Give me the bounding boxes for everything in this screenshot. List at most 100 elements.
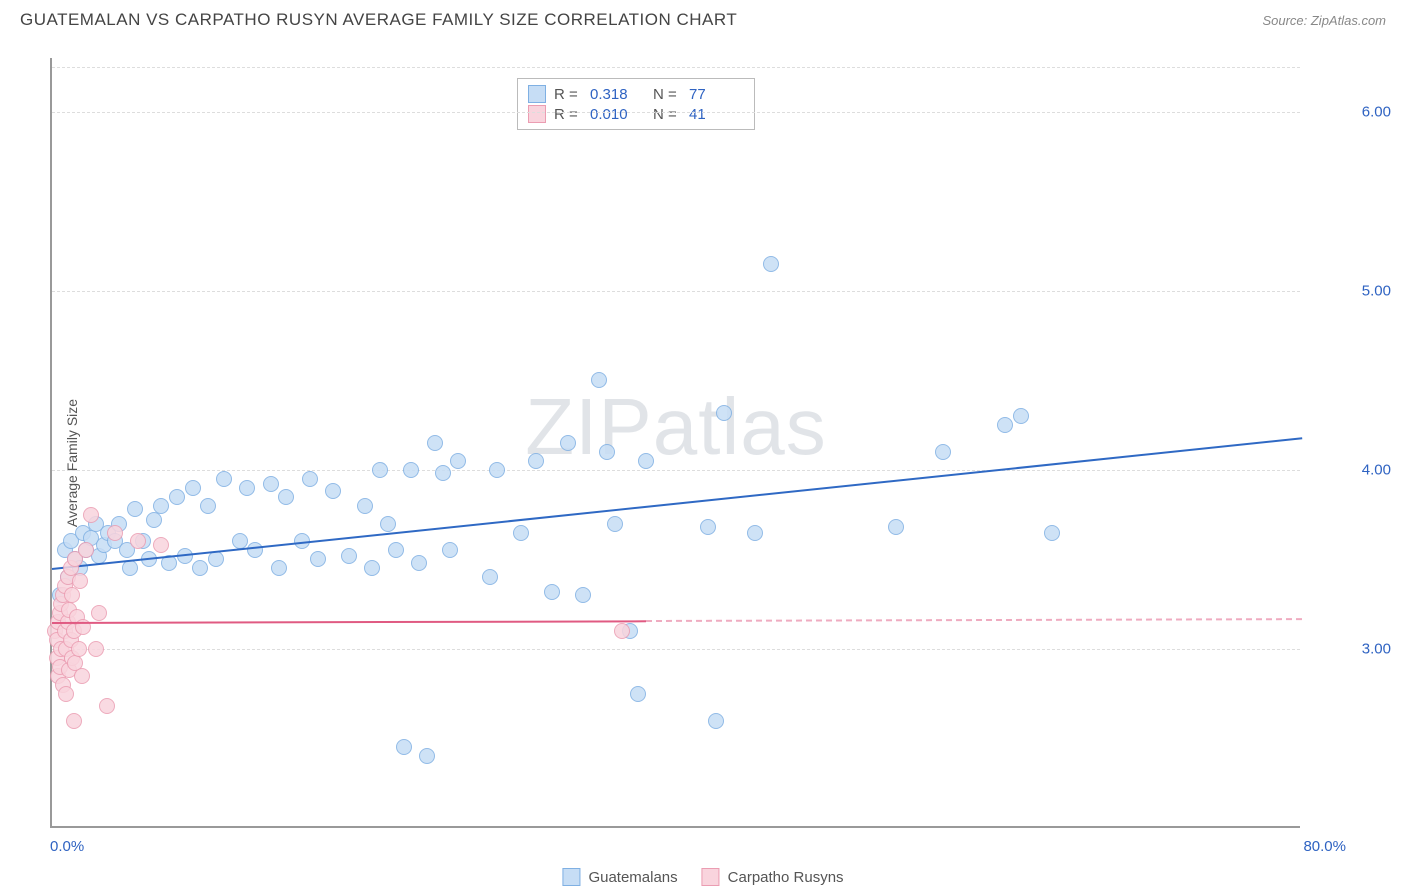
scatter-point xyxy=(185,480,201,496)
scatter-point xyxy=(325,483,341,499)
scatter-point xyxy=(169,489,185,505)
scatter-point xyxy=(58,686,74,702)
scatter-point xyxy=(528,453,544,469)
scatter-point xyxy=(482,569,498,585)
grid-line xyxy=(52,649,1300,650)
scatter-point xyxy=(388,542,404,558)
scatter-point xyxy=(411,555,427,571)
scatter-point xyxy=(403,462,419,478)
scatter-point xyxy=(99,698,115,714)
legend-item-1: Carpatho Rusyns xyxy=(702,868,844,886)
scatter-point xyxy=(208,551,224,567)
scatter-point xyxy=(591,372,607,388)
scatter-point xyxy=(997,417,1013,433)
scatter-point xyxy=(763,256,779,272)
stat-r-label: R = xyxy=(554,86,582,103)
scatter-point xyxy=(708,713,724,729)
scatter-point xyxy=(599,444,615,460)
scatter-point xyxy=(130,533,146,549)
grid-line xyxy=(52,112,1300,113)
chart-source: Source: ZipAtlas.com xyxy=(1262,13,1386,28)
scatter-point xyxy=(575,587,591,603)
scatter-point xyxy=(1013,408,1029,424)
scatter-point xyxy=(560,435,576,451)
scatter-point xyxy=(91,605,107,621)
scatter-point xyxy=(146,512,162,528)
grid-line xyxy=(52,291,1300,292)
scatter-point xyxy=(64,587,80,603)
scatter-point xyxy=(1044,525,1060,541)
scatter-point xyxy=(74,668,90,684)
x-tick-min: 0.0% xyxy=(50,838,84,855)
scatter-point xyxy=(263,476,279,492)
scatter-point xyxy=(544,584,560,600)
scatter-point xyxy=(427,435,443,451)
scatter-point xyxy=(341,548,357,564)
scatter-point xyxy=(239,480,255,496)
x-tick-max: 80.0% xyxy=(1303,838,1346,855)
scatter-point xyxy=(935,444,951,460)
scatter-point xyxy=(888,519,904,535)
stat-r-label: R = xyxy=(554,106,582,123)
chart-header: GUATEMALAN VS CARPATHO RUSYN AVERAGE FAM… xyxy=(0,0,1406,38)
scatter-point xyxy=(700,519,716,535)
trend-line-ext xyxy=(646,618,1302,622)
scatter-point xyxy=(72,573,88,589)
legend-swatch-1 xyxy=(702,868,720,886)
scatter-point xyxy=(614,623,630,639)
plot-area: ZIPatlas R = 0.318 N = 77 R = 0.010 N = … xyxy=(50,58,1300,828)
scatter-point xyxy=(638,453,654,469)
scatter-point xyxy=(153,498,169,514)
scatter-point xyxy=(607,516,623,532)
scatter-point xyxy=(357,498,373,514)
scatter-point xyxy=(302,471,318,487)
scatter-point xyxy=(88,641,104,657)
scatter-point xyxy=(364,560,380,576)
grid-line xyxy=(52,470,1300,471)
legend-label-1: Carpatho Rusyns xyxy=(728,869,844,886)
stats-legend: R = 0.318 N = 77 R = 0.010 N = 41 xyxy=(517,78,755,130)
trend-line xyxy=(52,620,646,624)
stat-r-val-0: 0.318 xyxy=(590,86,645,103)
scatter-point xyxy=(200,498,216,514)
series-swatch-0 xyxy=(528,85,546,103)
scatter-point xyxy=(153,537,169,553)
scatter-point xyxy=(513,525,529,541)
scatter-point xyxy=(71,641,87,657)
scatter-point xyxy=(630,686,646,702)
y-tick-label: 5.00 xyxy=(1362,282,1391,299)
stat-n-val-1: 41 xyxy=(689,106,744,123)
scatter-point xyxy=(83,507,99,523)
scatter-point xyxy=(419,748,435,764)
scatter-point xyxy=(216,471,232,487)
scatter-point xyxy=(192,560,208,576)
y-tick-label: 6.00 xyxy=(1362,103,1391,120)
scatter-point xyxy=(396,739,412,755)
legend-label-0: Guatemalans xyxy=(588,869,677,886)
scatter-point xyxy=(310,551,326,567)
stat-n-label: N = xyxy=(653,86,681,103)
stats-row-0: R = 0.318 N = 77 xyxy=(528,85,744,103)
scatter-point xyxy=(122,560,138,576)
legend-bottom: Guatemalans Carpatho Rusyns xyxy=(562,868,843,886)
scatter-point xyxy=(66,713,82,729)
stat-n-val-0: 77 xyxy=(689,86,744,103)
trend-line xyxy=(52,438,1302,571)
scatter-point xyxy=(489,462,505,478)
scatter-point xyxy=(247,542,263,558)
chart-wrap: Average Family Size ZIPatlas R = 0.318 N… xyxy=(0,38,1406,888)
stats-row-1: R = 0.010 N = 41 xyxy=(528,105,744,123)
scatter-point xyxy=(380,516,396,532)
scatter-point xyxy=(78,542,94,558)
legend-item-0: Guatemalans xyxy=(562,868,677,886)
scatter-point xyxy=(127,501,143,517)
stat-r-val-1: 0.010 xyxy=(590,106,645,123)
series-swatch-1 xyxy=(528,105,546,123)
y-tick-label: 4.00 xyxy=(1362,461,1391,478)
scatter-point xyxy=(747,525,763,541)
scatter-point xyxy=(435,465,451,481)
watermark: ZIPatlas xyxy=(525,381,826,473)
scatter-point xyxy=(442,542,458,558)
chart-title: GUATEMALAN VS CARPATHO RUSYN AVERAGE FAM… xyxy=(20,10,737,30)
legend-swatch-0 xyxy=(562,868,580,886)
